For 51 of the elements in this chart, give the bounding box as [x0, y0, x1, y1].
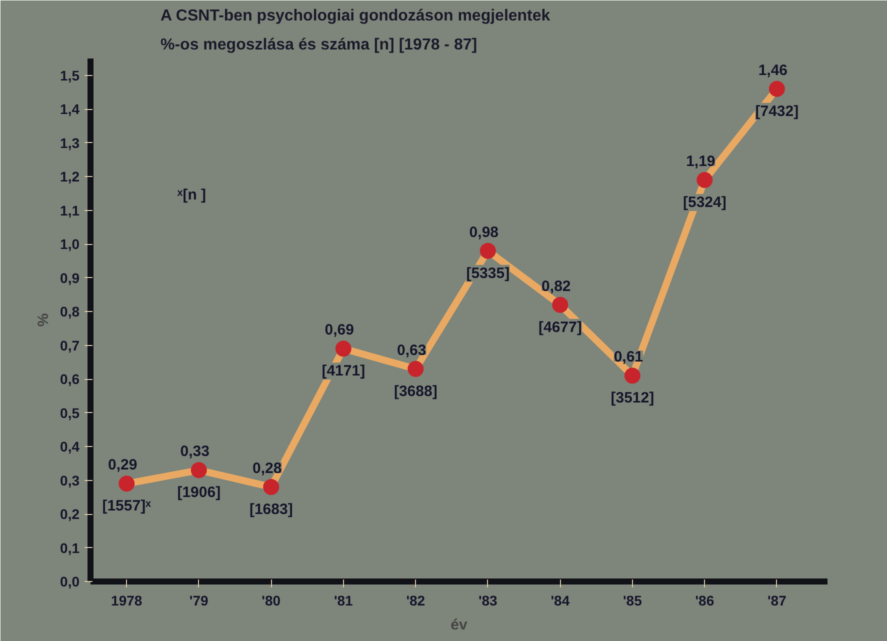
- text: 0,33: [180, 443, 210, 460]
- y-tick-label: 0,0: [60, 574, 80, 590]
- y-tick-label: 0,2: [60, 506, 80, 522]
- annotation: [1557]ˣ: [102, 498, 152, 515]
- x-tick-label: '80: [262, 592, 281, 608]
- chart-subtitle: %-os megoszlása és száma [n] [1978 - 87]: [160, 36, 478, 54]
- x-tick-label: '83: [478, 592, 498, 608]
- text: 0,98: [469, 224, 499, 241]
- chart-title: A CSNT-ben psychologiai gondozáson megjelentek: [160, 8, 550, 24]
- y-tick-label: 0,4: [60, 438, 80, 455]
- y-tick-label: 0,1: [60, 540, 80, 556]
- x-tick-label: '87: [767, 592, 787, 608]
- y-tick-label: 0,6: [60, 371, 80, 388]
- x-tick-label: '85: [622, 592, 642, 608]
- annotation: [1683]: [249, 501, 293, 518]
- annotation: [5324]: [682, 194, 726, 211]
- y-tick-label: 1,4: [60, 101, 80, 118]
- annotation: [3512]: [610, 390, 654, 407]
- x-tick-label: 1978: [111, 592, 142, 608]
- y-tick-label: 1,2: [60, 168, 80, 185]
- annotation: [1906]: [177, 484, 221, 502]
- y-tick-label: 0,7: [60, 337, 80, 354]
- x-axis-title: év: [450, 616, 468, 634]
- text: 0,61: [614, 348, 644, 366]
- y-tick-label: 0,8: [60, 304, 80, 320]
- y-tick-label: 1,0: [60, 236, 80, 252]
- text: 1,19: [686, 152, 716, 170]
- annotation: [3688]: [394, 382, 438, 400]
- text: 0,69: [324, 322, 354, 339]
- x-tick-label: '84: [550, 592, 570, 608]
- y-axis-title: %: [35, 313, 52, 327]
- text: 0,28: [252, 460, 282, 478]
- text: 0,29: [108, 456, 138, 474]
- annotation: [4171]: [322, 362, 366, 380]
- x-tick-label: '81: [334, 592, 354, 608]
- annotation: [5335]: [466, 264, 510, 282]
- y-tick-label: 1,5: [60, 67, 80, 84]
- x-tick-label: '86: [695, 592, 714, 608]
- x-tick-label: '82: [406, 592, 426, 608]
- annotation: [7432]: [755, 102, 799, 120]
- y-tick-label: 1,3: [60, 134, 80, 151]
- x-tick-label: '79: [189, 592, 209, 608]
- y-tick-label: 0,3: [60, 472, 80, 488]
- text: 1,46: [758, 62, 788, 79]
- text: 0,82: [542, 278, 571, 295]
- y-tick-label: 0,5: [60, 404, 80, 421]
- annotation: [4677]: [538, 318, 582, 336]
- y-tick-label: 1,1: [60, 202, 80, 218]
- annotation: ˣ[n ]: [176, 186, 206, 204]
- text: 0,63: [397, 342, 426, 359]
- y-tick-label: 0,9: [60, 270, 80, 286]
